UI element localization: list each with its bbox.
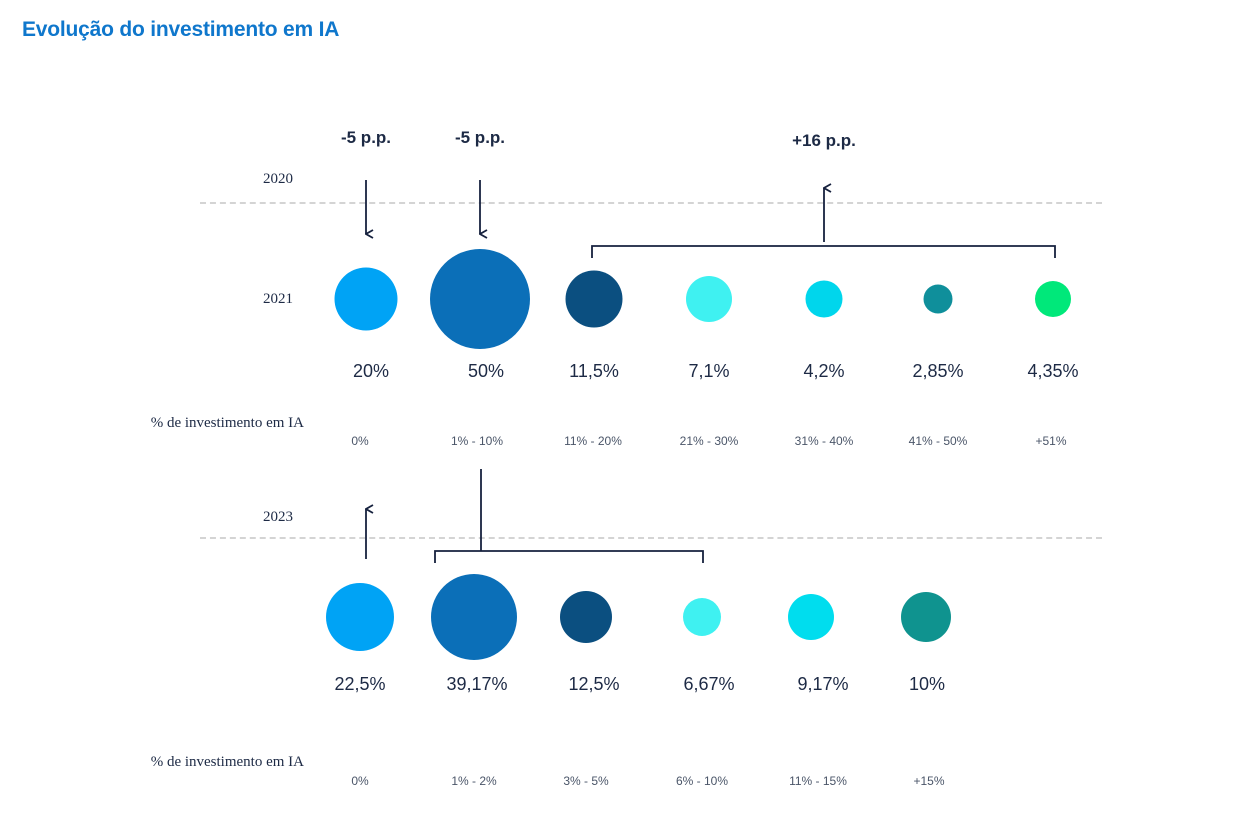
value-label-2021-4: 4,2% <box>803 361 845 381</box>
bubble-2021-5[interactable] <box>923 284 953 314</box>
page-title: Evolução do investimento em IA <box>22 18 340 41</box>
category-label-2023-1: 1% - 2% <box>451 774 497 788</box>
gridline-2020 <box>200 202 1102 204</box>
value-label-2023-0: 22,5% <box>334 674 386 694</box>
value-label-2023-3: 6,67% <box>683 674 735 694</box>
bubble-2021-2[interactable] <box>565 270 623 328</box>
value-label-2023-4: 9,17% <box>797 674 849 694</box>
delta-annotation-1: -5 p.p. <box>340 128 392 147</box>
category-label-2021-0: 0% <box>351 434 369 448</box>
value-label-2021-0: 20% <box>352 361 390 381</box>
category-label-2023-4: 11% - 15% <box>789 774 847 788</box>
axis-caption-2021: % de investimento em IA <box>150 415 304 431</box>
category-label-2021-3: 21% - 30% <box>679 434 739 448</box>
bubble-2023-0[interactable] <box>326 583 394 651</box>
value-label-2021-2: 11,5% <box>569 361 619 381</box>
delta-annotation-2: -5 p.p. <box>454 128 506 147</box>
gridline-2023 <box>200 537 1102 539</box>
category-label-2023-5: +15% <box>913 774 945 788</box>
category-label-2023-3: 6% - 10% <box>675 774 729 788</box>
category-label-2021-2: 11% - 20% <box>564 434 622 448</box>
bubble-2021-1[interactable] <box>430 249 530 349</box>
bubble-2023-3[interactable] <box>683 598 721 636</box>
group-bracket-2021 <box>591 245 1056 258</box>
bubble-2023-1[interactable] <box>431 574 517 660</box>
bubble-2021-0[interactable] <box>334 267 398 331</box>
category-label-2021-1: 1% - 10% <box>450 434 504 448</box>
bubble-2023-4[interactable] <box>788 594 834 640</box>
value-label-2021-1: 50% <box>467 361 505 381</box>
year-label-2023: 2023 <box>263 509 293 525</box>
axis-caption-2023: % de investimento em IA <box>150 754 304 770</box>
category-label-2021-5: 41% - 50% <box>908 434 968 448</box>
category-label-2023-2: 3% - 5% <box>563 774 609 788</box>
value-label-2023-5: 10% <box>908 674 946 694</box>
value-label-2023-2: 12,5% <box>568 674 620 694</box>
year-label-2021: 2021 <box>263 291 293 307</box>
bubble-2021-4[interactable] <box>805 280 843 318</box>
category-label-2023-0: 0% <box>351 774 369 788</box>
group-bracket-2023 <box>434 550 704 563</box>
bubble-2021-6[interactable] <box>1035 281 1071 317</box>
bubble-2023-5[interactable] <box>901 592 951 642</box>
delta-annotation-3: +16 p.p. <box>792 131 856 150</box>
year-label-2020: 2020 <box>263 171 293 187</box>
category-label-2021-4: 31% - 40% <box>794 434 854 448</box>
value-label-2021-3: 7,1% <box>688 361 730 381</box>
bubble-2021-3[interactable] <box>686 276 732 322</box>
value-label-2021-5: 2,85% <box>912 361 964 381</box>
value-label-2021-6: 4,35% <box>1027 361 1079 381</box>
value-label-2023-1: 39,17% <box>446 674 508 694</box>
category-label-2021-6: +51% <box>1035 434 1067 448</box>
bubble-2023-2[interactable] <box>560 591 612 643</box>
